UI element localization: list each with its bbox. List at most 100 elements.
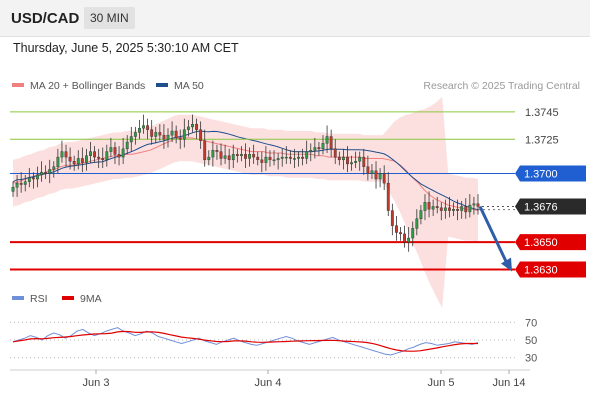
candle-body xyxy=(460,206,464,211)
candle-body xyxy=(378,173,382,180)
candle-body xyxy=(170,130,174,136)
candle-body xyxy=(174,130,178,139)
legend-ma20-label: MA 20 + Bollinger Bands xyxy=(30,80,146,92)
candle-body xyxy=(162,134,166,140)
candle-body xyxy=(309,150,313,152)
x-tick-label-Jun-5: Jun 5 xyxy=(428,377,455,389)
candle-body xyxy=(44,171,48,174)
candle-body xyxy=(394,225,398,233)
candle-body xyxy=(244,154,247,159)
candle-body xyxy=(166,134,170,140)
level-label-1.3630: 1.3630 xyxy=(524,265,558,277)
candle-body xyxy=(199,129,203,141)
candle-body xyxy=(280,156,284,159)
candle-body xyxy=(366,166,370,174)
candle-body xyxy=(186,126,190,130)
candle-body xyxy=(252,154,256,158)
candle-body xyxy=(89,151,92,156)
candle-body xyxy=(423,202,427,211)
candle-body xyxy=(439,207,443,211)
candle-body xyxy=(15,182,19,188)
candle-body xyxy=(68,156,72,162)
candle-body xyxy=(36,174,39,180)
candle-body xyxy=(223,155,227,159)
candle-body xyxy=(301,156,305,159)
candle-body xyxy=(31,177,35,180)
rsi-axis-label-30: 30 xyxy=(525,353,537,365)
candle-body xyxy=(48,169,52,174)
candle-body xyxy=(456,208,460,211)
candle-body xyxy=(93,151,97,158)
legend-9ma: 9MA xyxy=(62,293,102,305)
legend-rsi-label: RSI xyxy=(30,293,48,305)
candle-body xyxy=(211,150,215,158)
candle-body xyxy=(313,147,317,151)
candle-body xyxy=(476,203,480,207)
candle-body xyxy=(293,158,296,160)
candle-body xyxy=(121,148,125,158)
candle-body xyxy=(268,156,272,161)
candle-body xyxy=(386,182,390,211)
level-tag-1.3676 xyxy=(515,198,586,215)
candle-body xyxy=(227,155,231,161)
candle-body xyxy=(40,171,43,176)
candle-body xyxy=(239,154,243,156)
candle-body xyxy=(150,129,154,137)
candle-body xyxy=(333,148,337,158)
ma20-swatch xyxy=(12,83,24,88)
candle-body xyxy=(64,151,68,158)
candle-body xyxy=(419,210,423,219)
candle-body xyxy=(382,173,386,184)
ma9-swatch xyxy=(62,296,74,301)
chart-credit: Research © 2025 Trading Central xyxy=(423,80,580,92)
instrument-symbol: USD/CAD xyxy=(11,10,80,27)
level-tag-1.3650 xyxy=(515,234,586,251)
legend-9ma-label: 9MA xyxy=(80,293,102,305)
candle-body xyxy=(52,166,56,170)
candle-body xyxy=(284,156,288,159)
candle-body xyxy=(329,136,333,150)
legend-ma20: MA 20 + Bollinger Bands xyxy=(12,80,145,92)
candle-body xyxy=(305,151,309,159)
forecast-arrow-head xyxy=(501,257,512,272)
candle-body xyxy=(191,123,194,128)
level-label-1.3650: 1.3650 xyxy=(524,237,558,249)
rsi-axis-label-70: 70 xyxy=(525,317,537,329)
candle-body xyxy=(346,156,349,165)
candle-body xyxy=(219,151,223,159)
level-label-1.3745: 1.3745 xyxy=(525,107,559,119)
timeframe-selector[interactable]: 30 MIN xyxy=(84,7,135,29)
legend-ma50: MA 50 xyxy=(156,80,204,92)
level-tag-1.3630 xyxy=(515,261,586,278)
candle-body xyxy=(431,206,435,210)
candle-body xyxy=(411,228,415,239)
candle-body xyxy=(97,156,101,159)
candle-body xyxy=(272,159,276,162)
candle-body xyxy=(215,150,219,152)
candle-body xyxy=(158,132,162,136)
candle-body xyxy=(448,207,451,211)
level-label-1.3700: 1.3700 xyxy=(524,169,558,181)
candle-body xyxy=(452,208,455,211)
x-tick-label-Jun-14: Jun 14 xyxy=(492,377,525,389)
candle-body xyxy=(11,187,15,192)
candle-body xyxy=(19,182,23,185)
candle-body xyxy=(415,218,419,229)
x-tick-label-Jun-3: Jun 3 xyxy=(83,377,110,389)
candle-body xyxy=(468,204,472,213)
candle-body xyxy=(109,147,113,152)
candle-body xyxy=(125,141,129,150)
candle-body xyxy=(354,160,358,163)
candle-body xyxy=(182,129,186,140)
candle-body xyxy=(105,151,109,161)
candle-body xyxy=(288,156,292,159)
candle-body xyxy=(472,203,476,206)
candle-body xyxy=(325,136,329,144)
candle-body xyxy=(341,156,345,161)
bollinger-band xyxy=(13,96,478,308)
candle-body xyxy=(60,151,64,158)
candle-body xyxy=(350,162,353,165)
candle-body xyxy=(117,154,121,158)
